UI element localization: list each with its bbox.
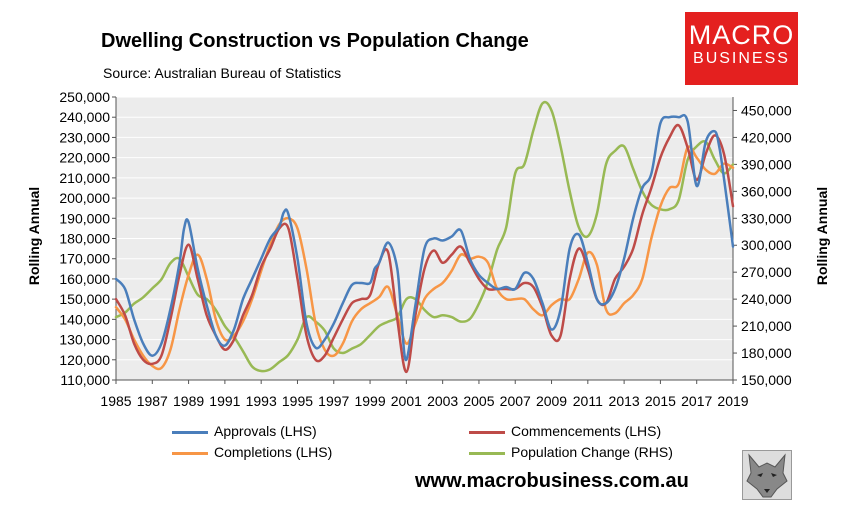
y-tick-label: 120,000 — [59, 352, 110, 368]
y-tick-label: 200,000 — [59, 190, 110, 206]
x-tick-label: 2015 — [645, 393, 676, 409]
legend-completions-swatch — [172, 451, 208, 455]
y2-tick-label: 330,000 — [741, 210, 792, 226]
legend-population-label: Population Change (RHS) — [511, 444, 673, 460]
x-tick-label: 1987 — [137, 393, 168, 409]
y-tick-label: 110,000 — [60, 372, 110, 388]
x-tick-label: 1997 — [318, 393, 349, 409]
x-tick-label: 1999 — [354, 393, 385, 409]
series-completions — [114, 145, 735, 371]
x-tick-label: 1995 — [282, 393, 313, 409]
y-tick-label: 210,000 — [59, 170, 110, 186]
logo-line2: BUSINESS — [693, 50, 790, 67]
x-tick-label: 1989 — [173, 393, 204, 409]
legend-commencements-swatch — [469, 430, 505, 434]
wolf-mascot-icon — [742, 450, 792, 500]
y2-tick-label: 360,000 — [741, 183, 792, 199]
y2-tick-label: 300,000 — [741, 237, 792, 253]
y-tick-label: 150,000 — [59, 291, 110, 307]
y-tick-label: 250,000 — [59, 89, 110, 105]
chart-title: Dwelling Construction vs Population Chan… — [101, 30, 529, 52]
y-tick-label: 160,000 — [59, 271, 110, 287]
legend-completions: Completions (LHS) — [172, 444, 332, 460]
y-tick-label: 140,000 — [59, 311, 110, 327]
x-tick-label: 2001 — [391, 393, 422, 409]
x-tick-label: 2005 — [463, 393, 494, 409]
logo-line1: MACRO — [688, 20, 795, 50]
y-tick-label: 220,000 — [59, 150, 110, 166]
x-tick-label: 1993 — [246, 393, 277, 409]
y2-tick-label: 390,000 — [741, 156, 792, 172]
legend-approvals-swatch — [172, 430, 208, 434]
y-tick-label: 180,000 — [59, 231, 110, 247]
y2-tick-label: 270,000 — [741, 264, 792, 280]
series-population — [114, 100, 735, 373]
legend-population: Population Change (RHS) — [469, 444, 673, 460]
website-url: www.macrobusiness.com.au — [415, 470, 689, 492]
y-tick-label: 240,000 — [59, 109, 110, 125]
legend-approvals-label: Approvals (LHS) — [214, 423, 317, 439]
y2-tick-label: 180,000 — [741, 345, 792, 361]
x-tick-label: 1985 — [100, 393, 131, 409]
y-tick-label: 130,000 — [59, 332, 110, 348]
y2-tick-label: 240,000 — [741, 291, 792, 307]
y2-tick-label: 210,000 — [741, 318, 792, 334]
y2-tick-label: 420,000 — [741, 129, 792, 145]
x-tick-label: 2011 — [573, 393, 603, 409]
chart-source: Source: Australian Bureau of Statistics — [103, 65, 342, 81]
series-approvals — [114, 113, 735, 362]
macrobusiness-logo: MACRO BUSINESS — [685, 12, 798, 85]
legend-commencements: Commencements (LHS) — [469, 423, 661, 439]
x-tick-label: 2003 — [427, 393, 458, 409]
y-tick-label: 230,000 — [59, 129, 110, 145]
x-tick-label: 2007 — [500, 393, 531, 409]
legend-approvals: Approvals (LHS) — [172, 423, 317, 439]
x-tick-label: 2017 — [681, 393, 712, 409]
x-tick-label: 2013 — [609, 393, 640, 409]
legend-completions-label: Completions (LHS) — [214, 444, 333, 460]
x-tick-label: 1991 — [209, 393, 240, 409]
y2-tick-label: 150,000 — [741, 372, 792, 388]
x-tick-label: 2009 — [536, 393, 567, 409]
y-tick-label: 190,000 — [59, 210, 110, 226]
x-tick-label: 2019 — [717, 393, 748, 409]
y-tick-label: 170,000 — [59, 251, 110, 267]
legend-commencements-label: Commencements (LHS) — [511, 423, 662, 439]
legend-population-swatch — [469, 451, 505, 455]
y2-tick-label: 450,000 — [741, 102, 792, 118]
